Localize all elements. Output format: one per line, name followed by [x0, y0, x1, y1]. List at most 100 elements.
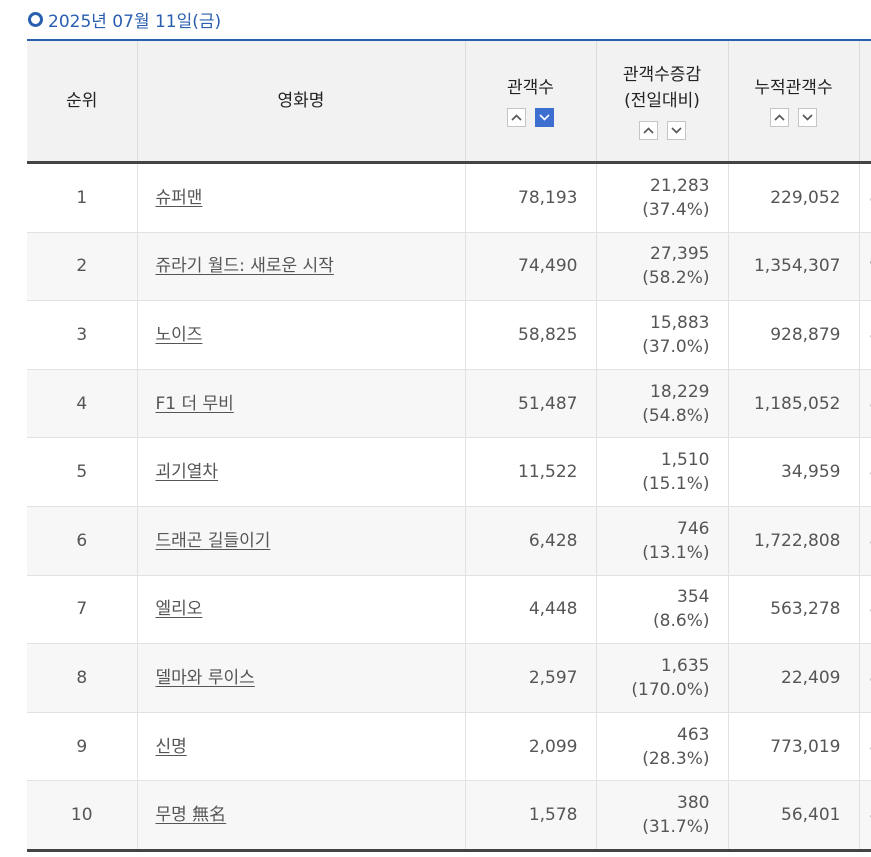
title-cell: 신명	[136, 712, 465, 782]
rank-cell: 9	[27, 712, 137, 782]
rank-cell: 5	[27, 437, 137, 507]
rank-cell: 2	[27, 232, 137, 302]
chevron-up-icon	[642, 127, 654, 134]
col-header-change: 관객수증감 (전일대비)	[595, 41, 728, 164]
change-cell: 15,883 (37.0%)	[595, 300, 728, 370]
change-value: 18,229	[650, 381, 710, 402]
cumulative-cell: 22,409	[727, 643, 859, 713]
sort-change-asc-button[interactable]	[638, 121, 658, 140]
title-cell: 노이즈	[136, 300, 465, 370]
table-row: 3 노이즈 58,825 15,883 (37.0%) 928,8798	[27, 300, 871, 370]
table-row: 4 F1 더 무비 51,487 18,229 (54.8%) 1,185,0528	[27, 369, 871, 439]
date-text: 2025년 07월 11일(금)	[48, 11, 222, 32]
title-cell: 드래곤 길들이기	[136, 506, 465, 576]
col-header-rank: 순위	[27, 41, 137, 164]
audience-cell: 4,448	[464, 575, 596, 645]
sort-cumulative-asc-button[interactable]	[770, 108, 789, 127]
col-header-extra	[858, 41, 871, 164]
audience-cell: 2,099	[464, 712, 596, 782]
table-row: 10 무명 無名 1,578 380 (31.7%) 56,4018	[27, 780, 871, 852]
change-value: 463	[677, 724, 710, 745]
change-value: 1,510	[660, 450, 710, 471]
table-row: 1 슈퍼맨 78,193 21,283 (37.4%) 229,0528	[27, 162, 871, 233]
movie-title-link[interactable]: 괴기열차	[155, 462, 219, 483]
movie-title-link[interactable]: 노이즈	[155, 324, 203, 345]
change-cell: 1,635 (170.0%)	[595, 643, 728, 713]
title-cell: 엘리오	[136, 575, 465, 645]
audience-cell: 1,578	[464, 780, 596, 852]
table-row: 9 신명 2,099 463 (28.3%) 773,0198	[27, 712, 871, 782]
table-header: 순위 영화명 관객수 관객수증감 (전일대비)	[27, 41, 871, 164]
movie-title-link[interactable]: 신명	[155, 736, 187, 757]
title-cell: 델마와 루이스	[136, 643, 465, 713]
audience-cell: 11,522	[464, 437, 596, 507]
table-row: 6 드래곤 길들이기 6,428 746 (13.1%) 1,722,8088	[27, 506, 871, 576]
box-office-table: 순위 영화명 관객수 관객수증감 (전일대비)	[27, 41, 871, 852]
rank-cell: 3	[27, 300, 137, 370]
title-cell: 슈퍼맨	[136, 162, 465, 233]
extra-cell: 8	[858, 162, 871, 233]
extra-cell: 8	[858, 369, 871, 439]
box-office-table-container: 순위 영화명 관객수 관객수증감 (전일대비)	[27, 39, 871, 853]
change-cell: 1,510 (15.1%)	[595, 437, 728, 507]
movie-title-link[interactable]: 슈퍼맨	[155, 187, 203, 208]
movie-title-link[interactable]: F1 더 무비	[155, 393, 234, 414]
change-percent: (54.8%)	[642, 405, 710, 426]
chevron-up-icon	[774, 114, 785, 121]
cumulative-cell: 1,185,052	[727, 369, 859, 439]
rank-cell: 6	[27, 506, 137, 576]
change-value: 380	[677, 793, 710, 814]
change-cell: 18,229 (54.8%)	[595, 369, 728, 439]
movie-title-link[interactable]: 무명 無名	[155, 805, 227, 826]
sort-audience-desc-button[interactable]	[535, 108, 554, 127]
change-value: 15,883	[650, 312, 710, 333]
audience-cell: 51,487	[464, 369, 596, 439]
change-cell: 380 (31.7%)	[595, 780, 728, 852]
change-percent: (15.1%)	[642, 474, 710, 495]
col-header-cumulative: 누적관객수	[727, 41, 859, 164]
table-row: 5 괴기열차 11,522 1,510 (15.1%) 34,9598	[27, 437, 871, 507]
change-percent: (37.0%)	[642, 336, 710, 357]
cumulative-cell: 773,019	[727, 712, 859, 782]
change-cell: 463 (28.3%)	[595, 712, 728, 782]
rank-cell: 7	[27, 575, 137, 645]
title-cell: F1 더 무비	[136, 369, 465, 439]
title-cell: 쥬라기 월드: 새로운 시작	[136, 232, 465, 302]
change-percent: (8.6%)	[653, 611, 710, 632]
extra-cell: 8	[858, 575, 871, 645]
cumulative-cell: 1,722,808	[727, 506, 859, 576]
extra-cell: 8	[858, 506, 871, 576]
sort-cumulative-desc-button[interactable]	[798, 108, 817, 127]
chevron-up-icon	[511, 114, 522, 121]
sort-change-desc-button[interactable]	[666, 121, 686, 140]
movie-title-link[interactable]: 엘리오	[155, 599, 203, 620]
movie-title-link[interactable]: 쥬라기 월드: 새로운 시작	[155, 256, 334, 277]
change-value: 27,395	[650, 244, 710, 265]
change-value: 21,283	[650, 175, 710, 196]
audience-cell: 74,490	[464, 232, 596, 302]
change-cell: 21,283 (37.4%)	[595, 162, 728, 233]
cumulative-cell: 1,354,307	[727, 232, 859, 302]
audience-cell: 58,825	[464, 300, 596, 370]
circle-bullet-icon	[28, 11, 43, 27]
sort-audience-asc-button[interactable]	[507, 108, 526, 127]
rank-cell: 8	[27, 643, 137, 713]
audience-cell: 6,428	[464, 506, 596, 576]
movie-title-link[interactable]: 드래곤 길들이기	[155, 530, 271, 551]
change-cell: 746 (13.1%)	[595, 506, 728, 576]
date-heading: 2025년 07월 11일(금)	[28, 8, 222, 32]
table-row: 2 쥬라기 월드: 새로운 시작 74,490 27,395 (58.2%) 1,354,…	[27, 232, 871, 302]
extra-cell: 9	[858, 232, 871, 302]
cumulative-cell: 34,959	[727, 437, 859, 507]
change-percent: (37.4%)	[642, 199, 710, 220]
movie-title-link[interactable]: 델마와 루이스	[155, 667, 255, 688]
change-value: 746	[677, 518, 710, 539]
col-header-title: 영화명	[136, 41, 465, 164]
change-percent: (31.7%)	[642, 817, 710, 838]
rank-cell: 1	[27, 162, 137, 233]
extra-cell: 8	[858, 780, 871, 852]
extra-cell: 8	[858, 712, 871, 782]
